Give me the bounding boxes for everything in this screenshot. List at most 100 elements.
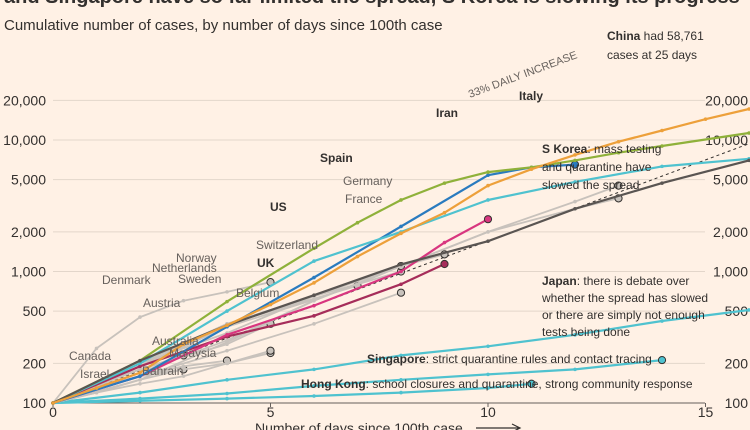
data-point-s-korea: [138, 361, 142, 366]
series-line-china: [52, 107, 750, 405]
x-axis: 0510152025: [49, 402, 714, 420]
chart-subtitle: Cumulative number of cases, by number of…: [4, 17, 443, 34]
y-tick-left-10000: 10,000: [3, 132, 46, 148]
label-norway: Norway: [176, 251, 217, 265]
label-note-line-japan: whether the spread has slowed: [541, 291, 708, 305]
label-hong-kong: Hong Kong: school closures and quarantin…: [301, 377, 693, 391]
label-malaysia: Malaysia: [169, 346, 217, 360]
data-point-iran: [312, 246, 316, 251]
data-point-singapore: [486, 372, 490, 377]
label-spain: Spain: [320, 151, 353, 165]
data-point-china: [51, 401, 55, 405]
chart-title: and Singapore have so far limited the sp…: [4, 0, 740, 9]
series-line-iran: [52, 131, 750, 404]
y-tick-right-20000: 20,000: [705, 92, 748, 108]
y-tick-left-100: 100: [23, 395, 47, 411]
data-point-s-korea: [225, 309, 229, 313]
data-point-s-korea: [660, 164, 664, 169]
y-tick-left-2000: 2,000: [11, 224, 46, 240]
data-point-singapore: [573, 367, 577, 372]
y-tick-left-5000: 5,000: [11, 172, 46, 188]
series-group: [51, 107, 750, 405]
data-point-australia: [138, 381, 142, 386]
y-tick-right-1000: 1,000: [713, 264, 748, 280]
data-point-germany: [486, 230, 490, 234]
label-belgium: Belgium: [236, 286, 279, 300]
endpoint-belgium: [396, 288, 406, 297]
x-tick-5: 5: [267, 404, 275, 420]
label-switzerland: Switzerland: [256, 238, 318, 252]
data-point-spain: [399, 224, 403, 229]
data-point-germany: [312, 298, 316, 303]
label-austria: Austria: [143, 296, 181, 310]
data-point-china: [181, 342, 186, 346]
endpoint-singapore: [657, 355, 667, 365]
data-point-iran: [355, 220, 360, 225]
label-australia: Australia: [152, 334, 199, 348]
label-germany: Germany: [343, 174, 392, 188]
data-point-iran: [486, 170, 490, 174]
data-point-belgium: [225, 348, 229, 353]
data-point-iran: [660, 144, 664, 148]
label-italy: Italy: [519, 89, 543, 103]
data-point-china: [747, 107, 750, 111]
data-point-italy: [486, 239, 490, 243]
series-s-korea: [51, 156, 750, 405]
series-denmark: [51, 278, 275, 405]
label-note-line-s-korea: and quarantine have: [542, 160, 652, 174]
data-point-uk: [312, 314, 316, 318]
data-point-china: [138, 370, 142, 375]
series-line-s-korea: [52, 157, 750, 405]
data-point-denmark: [225, 290, 229, 294]
label-china: China had 58,761: [607, 29, 704, 43]
data-point-china: [616, 139, 621, 144]
x-tick-15: 15: [698, 404, 714, 420]
data-point-china: [573, 153, 577, 157]
endpoint-hong-kong: [527, 379, 536, 388]
data-point-china: [268, 302, 273, 307]
data-point-japan: [225, 378, 229, 382]
label-note-line-china: cases at 25 days: [607, 48, 697, 62]
data-point-france: [138, 378, 142, 382]
data-point-china: [703, 117, 708, 121]
series-line-denmark: [52, 281, 271, 404]
data-point-spain: [312, 275, 316, 280]
label-canada: Canada: [69, 349, 111, 363]
data-point-china: [94, 386, 99, 390]
data-point-iran: [399, 198, 403, 202]
data-point-hong-kong: [312, 394, 316, 398]
data-point-denmark: [138, 315, 142, 319]
data-point-australia: [225, 361, 229, 366]
label-note-line-japan: or there are simply not enough: [542, 308, 705, 322]
endpoint-australia: [266, 346, 275, 355]
label-uk: UK: [257, 256, 275, 270]
data-point-japan: [399, 353, 403, 358]
label-france: France: [345, 192, 383, 206]
data-point-malaysia: [181, 367, 186, 372]
data-point-china: [442, 210, 447, 215]
y-tick-left-1000: 1,000: [11, 264, 46, 280]
data-point-germany: [225, 338, 229, 343]
label-note-japan: : there is debate over: [577, 274, 690, 288]
data-point-china: [312, 281, 316, 285]
y-tick-right-5000: 5,000: [713, 172, 748, 188]
data-point-s-korea: [573, 180, 577, 184]
data-point-s-korea: [486, 198, 490, 202]
data-point-hong-kong: [399, 390, 403, 395]
data-point-china: [660, 128, 664, 133]
data-point-china: [529, 167, 534, 171]
data-point-china: [225, 323, 229, 328]
label-s-korea: S Korea: mass testing: [542, 142, 661, 156]
data-point-germany: [573, 199, 577, 204]
series-line-singapore: [52, 359, 663, 405]
label-note-line-japan: tests being done: [542, 325, 630, 339]
data-point-us: [312, 303, 316, 308]
data-point-us: [442, 240, 447, 245]
data-point-italy: [399, 262, 403, 267]
data-point-italy: [660, 181, 664, 185]
data-point-japan: [573, 333, 577, 337]
label-note-s-korea: : mass testing: [587, 142, 661, 156]
data-point-belgium: [312, 322, 316, 326]
data-point-us: [399, 269, 403, 274]
data-point-us: [225, 333, 229, 337]
